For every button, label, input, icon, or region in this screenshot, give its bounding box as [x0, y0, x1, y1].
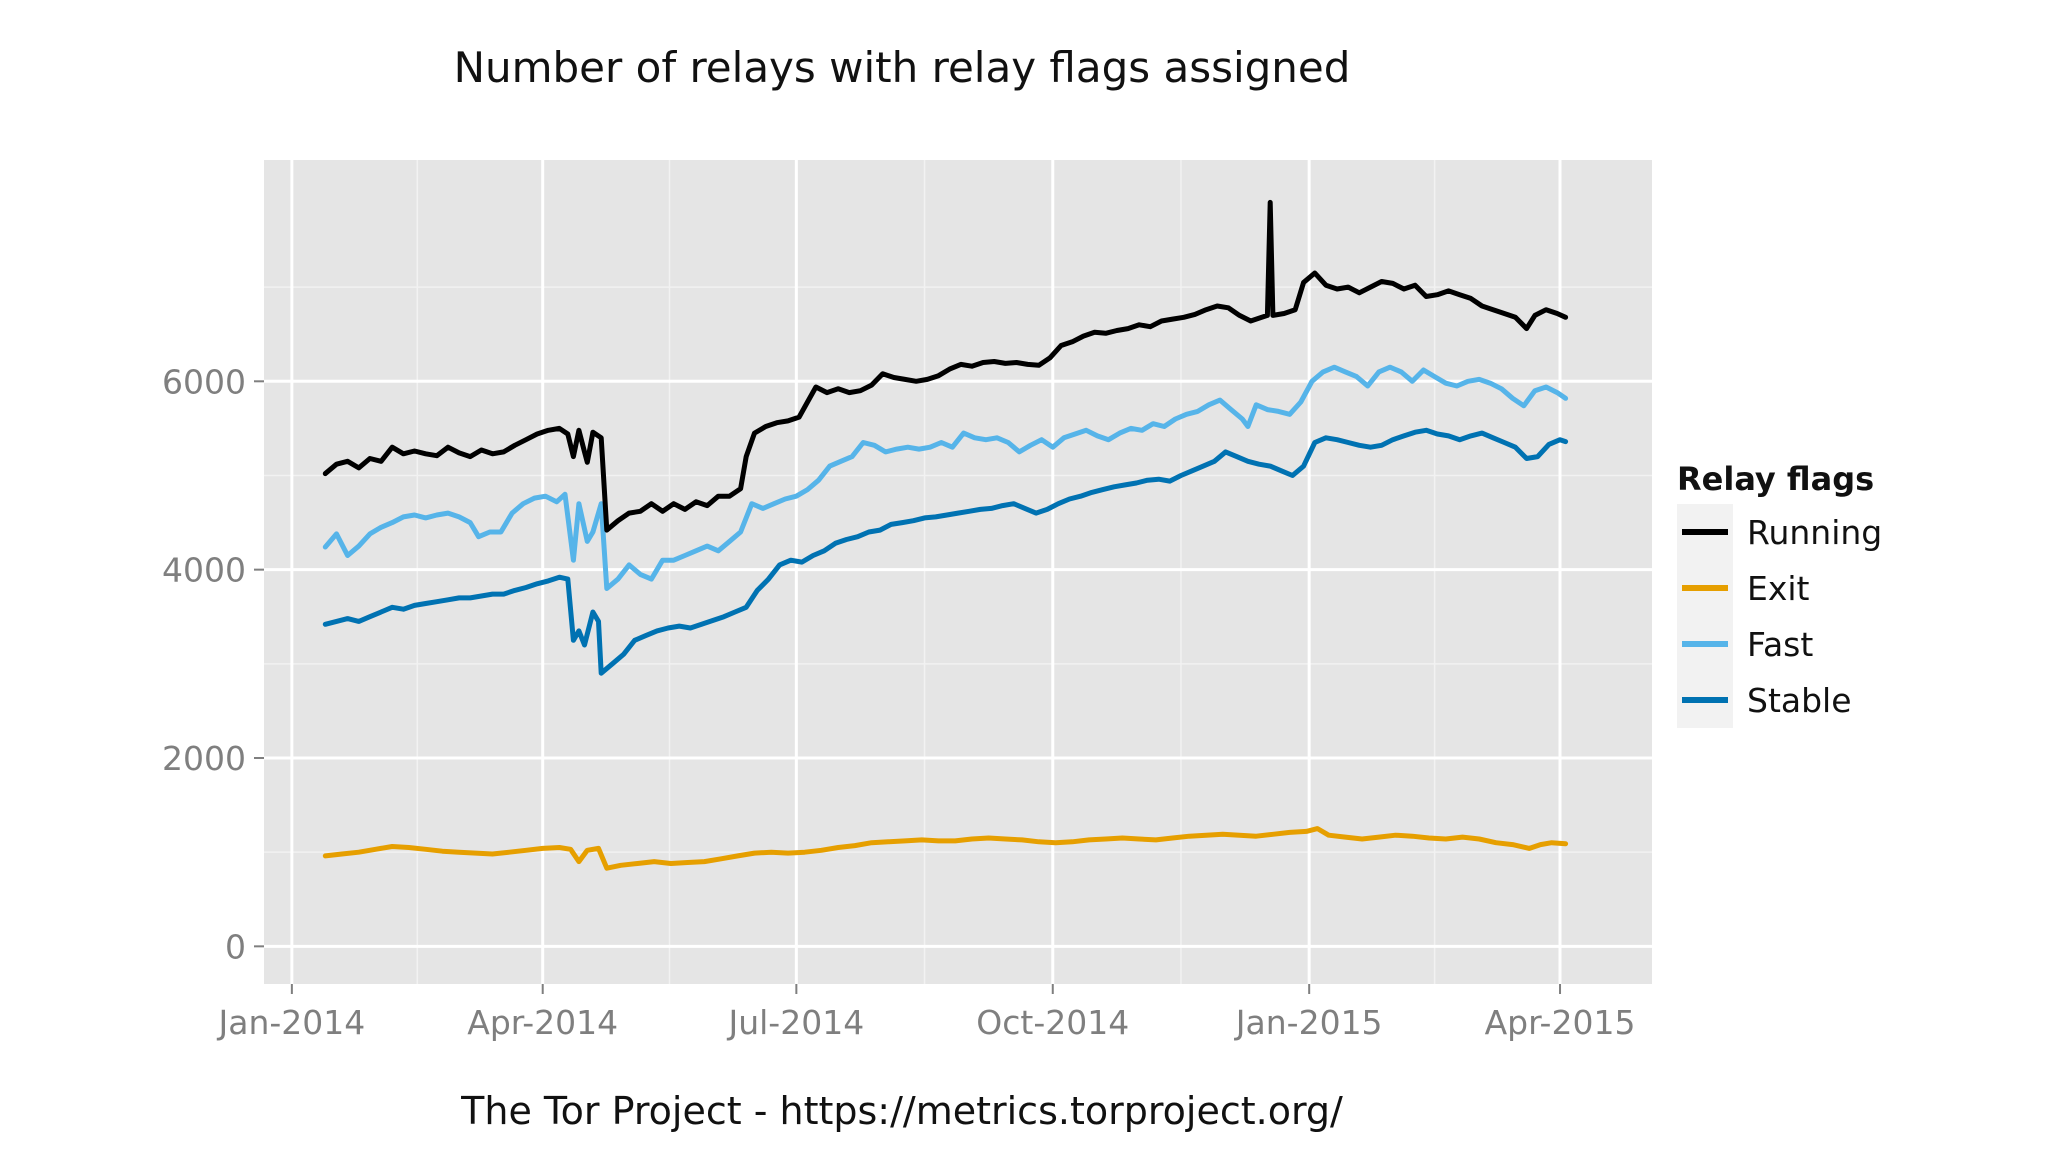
plot-panel	[264, 160, 1652, 984]
series-line-running	[322, 199, 1569, 533]
x-tick-label: Jan-2014	[216, 1003, 365, 1042]
series-line-fast	[322, 364, 1569, 591]
y-tick-label: 4000	[162, 551, 246, 590]
legend-title: Relay flags	[1677, 460, 1874, 498]
y-tick-label: 6000	[162, 362, 246, 401]
legend-label-stable: Stable	[1747, 681, 1852, 720]
legend-label-exit: Exit	[1747, 569, 1810, 608]
x-tick-label: Oct-2014	[976, 1003, 1129, 1042]
x-axis-tick-labels: Jan-2014 Apr-2014 Jul-2014 Oct-2014 Jan-2015…	[216, 1003, 1635, 1042]
series-lines	[322, 199, 1569, 871]
x-tick-label: Apr-2014	[467, 1003, 618, 1042]
x-tick-label: Jan-2015	[1234, 1003, 1383, 1042]
legend-label-running: Running	[1747, 513, 1882, 552]
y-tick-label: 2000	[162, 739, 246, 778]
y-tick-label: 0	[225, 927, 246, 966]
x-tick-label: Apr-2015	[1485, 1003, 1636, 1042]
major-gridlines	[264, 160, 1652, 984]
y-axis-tick-labels: 0 2000 4000 6000	[162, 362, 246, 966]
chart-title: Number of relays with relay flags assign…	[454, 43, 1351, 92]
series-line-stable	[322, 427, 1569, 676]
chart-caption: The Tor Project - https://metrics.torpro…	[460, 1089, 1343, 1133]
series-line-exit	[322, 826, 1569, 871]
x-tick-label: Jul-2014	[726, 1003, 864, 1042]
legend-label-fast: Fast	[1747, 625, 1813, 664]
axis-ticks	[254, 380, 1562, 994]
legend-items: Running Exit Fast Stable	[1677, 504, 1882, 728]
legend: Relay flags Running Exit Fast Stable	[1677, 460, 1882, 728]
